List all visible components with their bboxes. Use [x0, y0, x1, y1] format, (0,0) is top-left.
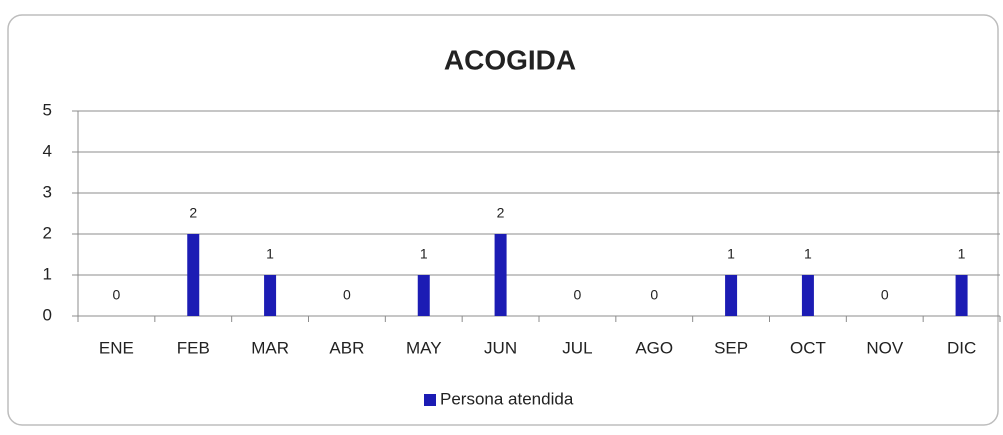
value-label: 1 [958, 246, 966, 262]
value-label: 1 [266, 246, 274, 262]
bar [494, 234, 507, 316]
x-tick-label: OCT [790, 338, 826, 357]
bar [417, 275, 430, 316]
x-tick-label: MAY [406, 338, 442, 357]
bar [801, 275, 814, 316]
x-tick-label: MAR [251, 338, 289, 357]
bar [187, 234, 200, 316]
value-label: 2 [189, 205, 197, 221]
x-tick-label: AGO [635, 338, 673, 357]
x-tick-label: JUN [484, 338, 517, 357]
x-tick-label: FEB [177, 338, 210, 357]
value-label: 2 [497, 205, 505, 221]
y-tick-label: 4 [43, 141, 52, 160]
value-label: 0 [650, 287, 658, 303]
value-label: 0 [881, 287, 889, 303]
x-tick-label: DIC [947, 338, 976, 357]
bar [955, 275, 968, 316]
legend-label: Persona atendida [440, 389, 574, 408]
chart-frame [7, 14, 999, 426]
value-label: 0 [574, 287, 582, 303]
x-tick-label: JUL [562, 338, 592, 357]
x-tick-label: ABR [329, 338, 364, 357]
y-tick-label: 5 [43, 100, 52, 119]
y-tick-label: 1 [43, 264, 52, 283]
value-label: 0 [343, 287, 351, 303]
bar [264, 275, 277, 316]
value-label: 0 [113, 287, 121, 303]
x-tick-label: SEP [714, 338, 748, 357]
legend-swatch [424, 394, 436, 406]
y-tick-label: 0 [43, 305, 52, 324]
value-label: 1 [420, 246, 428, 262]
x-tick-label: ENE [99, 338, 134, 357]
y-tick-label: 3 [43, 182, 52, 201]
y-tick-label: 2 [43, 223, 52, 242]
bar [725, 275, 738, 316]
value-label: 1 [727, 246, 735, 262]
x-tick-label: NOV [866, 338, 904, 357]
chart-title: ACOGIDA [444, 44, 576, 75]
value-label: 1 [804, 246, 812, 262]
